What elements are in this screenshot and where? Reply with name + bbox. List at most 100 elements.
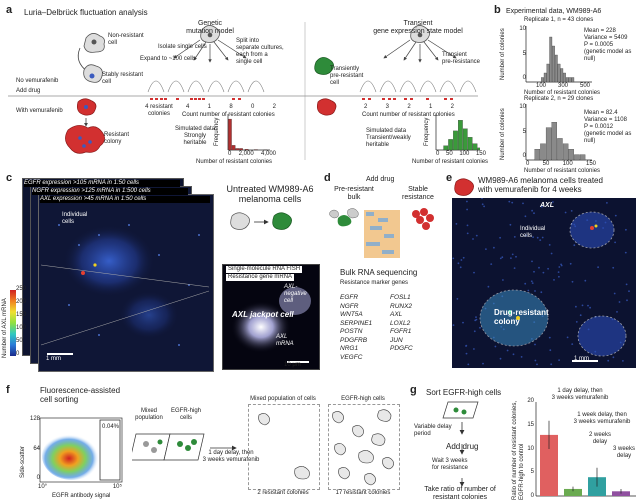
g-take-ratio: Take ratio of number of resistant coloni… — [424, 486, 496, 501]
colorbar-label: Number of AXL mRNA — [2, 298, 8, 358]
genetic-hist-bar — [228, 118, 232, 151]
cell-dot — [550, 252, 553, 255]
axl-layer — [38, 194, 214, 372]
cell-dot — [547, 267, 549, 270]
resistant-colony-icon — [65, 125, 105, 154]
transient-green-cell-icon — [314, 57, 334, 75]
cell-dot — [550, 363, 553, 366]
rep1-ylabel: Number of colonies — [500, 28, 506, 80]
g-bar-label-3: 2 weeks delay — [588, 432, 611, 445]
genetic-hist-bar — [239, 148, 243, 151]
f-mixed-well — [248, 404, 320, 490]
g-variable-delay: Variable delay period — [414, 424, 452, 437]
e-red-cell-icon — [454, 178, 474, 196]
transient-tick: 150 — [475, 151, 486, 157]
cell-dot — [534, 343, 536, 346]
rep1-histogram — [541, 36, 575, 83]
with-vemurafenib-label: With vemurafenib — [16, 108, 63, 114]
transient-red-cell-icon — [316, 98, 337, 116]
cell-dot — [558, 359, 560, 361]
rep2-xlabel: Number of resistant colonies — [524, 168, 601, 174]
rep1-bar — [560, 68, 564, 83]
facs-yticks: 128 64 0 — [26, 416, 40, 482]
f-mixed-title: Mixed population of cells — [250, 396, 316, 402]
rep2-ylabel: Number of colonies — [500, 108, 506, 160]
cell-dot — [499, 357, 502, 360]
cell-dot — [493, 246, 495, 249]
cell-dot — [462, 256, 465, 259]
transient-tick: 0 — [436, 151, 440, 157]
cell-dot — [460, 259, 463, 261]
cell-dot — [481, 198, 483, 200]
cell-dot — [475, 318, 478, 321]
d-add-drug: Add drug — [366, 176, 395, 183]
cell-dot — [510, 257, 512, 259]
panel-c-title: Untreated WM989-A6 melanoma cells — [226, 184, 314, 204]
transient-count: 3 — [385, 104, 389, 110]
rep1-bar — [557, 63, 561, 83]
gene-item: VEGFC — [340, 353, 363, 361]
cell-dot — [566, 336, 569, 339]
e-scalebar-label: 1 mm — [574, 356, 589, 362]
simulated-transient: Simulated data Transient/weakly heritabl… — [366, 128, 411, 148]
cell-dot — [462, 321, 464, 324]
cell-dot — [508, 200, 511, 203]
facs-xtick: 10° — [38, 484, 48, 490]
stably-resistant-cell-icon — [83, 64, 103, 83]
genetic-x-label: Number of resistant colonies — [196, 159, 273, 165]
g-ratio-bar — [588, 477, 606, 496]
cell-dot — [490, 263, 493, 265]
panel-b-title: Experimental data, WM989-A6 — [506, 8, 602, 15]
markers-title: Resistance marker genes — [340, 280, 409, 286]
facs-gate: 0.04% — [102, 424, 120, 430]
rep1-title: Replicate 1, n = 43 clones — [524, 17, 594, 23]
panel-a-diagram — [8, 22, 480, 160]
cell-dot — [557, 271, 560, 273]
cell-dot — [506, 349, 509, 352]
cell-dot — [475, 234, 478, 237]
inset-scalebar-label: 10 μm — [284, 362, 301, 368]
cell-dot — [548, 244, 551, 246]
gene-item: PDGFRB — [340, 336, 368, 344]
cell-dot — [473, 348, 475, 350]
rep2-bar — [557, 138, 563, 161]
cell-dot — [575, 305, 577, 308]
transient-pre-resistance-label: Transient pre-resistance — [442, 52, 481, 65]
gene-item: EGFR — [340, 294, 359, 301]
rep2-bar — [562, 143, 569, 161]
rep2-null: (genetic model as null) — [584, 131, 632, 144]
rep2-bar — [534, 149, 541, 161]
rep1-variance: Variance = 5409 — [584, 35, 628, 41]
cell-dot — [625, 283, 628, 286]
transient-hist-bar — [448, 139, 453, 151]
genetic-frequency-label: Frequency — [214, 117, 220, 146]
d-pre-resistant: Pre-resistant bulk — [334, 186, 374, 201]
transient-frequency-label: Frequency — [424, 117, 430, 146]
transient-hist-bar — [443, 145, 449, 151]
transient-x-label: Number of resistant colonies — [412, 159, 489, 165]
gene-item: RUNX2 — [390, 302, 413, 310]
resistant-cells-icon — [412, 208, 434, 230]
g-ytick: 0 — [530, 493, 534, 499]
genes-col1: EGFR NGFR WNT5A SERPINE1 POSTN PDGFRB NR… — [340, 294, 384, 362]
f-delay: 1 day delay, then 3 weeks vemurafenib — [202, 450, 260, 463]
rep1-ytick: 10 — [519, 26, 526, 32]
e-drug-resistant-colony: Drug-resistant colony — [494, 308, 549, 326]
green-cell-icon — [272, 212, 292, 230]
gene-item: AXL — [390, 311, 403, 318]
rep2-xtick: 150 — [585, 161, 596, 167]
cell-dot — [606, 202, 608, 204]
rep2-bar — [574, 154, 580, 161]
gene-item: SERPINE1 — [340, 319, 373, 327]
facs-ytick: 64 — [33, 445, 40, 452]
panel-b-charts — [525, 26, 592, 161]
e-scan — [452, 198, 636, 368]
cell-dot — [459, 266, 462, 269]
cell-dot — [597, 266, 599, 269]
g-ytick: 5 — [530, 469, 534, 476]
transient-hist-bar — [458, 120, 463, 151]
isolate-label: Isolate single cells — [158, 44, 207, 50]
cell-dot — [515, 255, 517, 258]
cell-dot — [531, 260, 533, 263]
panel-e-label: e — [446, 172, 453, 184]
